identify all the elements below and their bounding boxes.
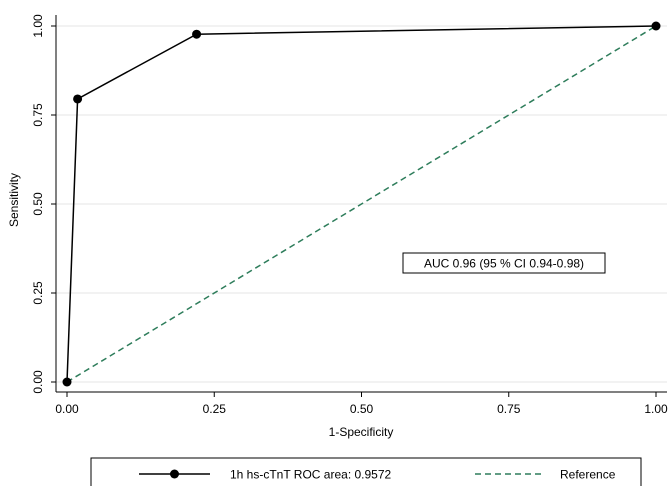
roc-point-3 (651, 21, 661, 31)
roc-point-1 (73, 94, 83, 104)
y-tick-label-0: 0.00 (31, 370, 45, 394)
x-tick-label-3: 0.75 (497, 402, 521, 416)
legend-label-reference: Reference (560, 468, 616, 482)
roc-point-0 (62, 377, 72, 387)
legend-key-roc-marker (170, 469, 179, 479)
x-tick-label-0: 0.00 (55, 402, 79, 416)
y-tick-label-2: 0.50 (31, 192, 45, 216)
x-tick-label-4: 1.00 (644, 402, 668, 416)
y-tick-label-4: 1.00 (31, 14, 45, 38)
x-ticks: 0.00 0.25 0.50 0.75 1.00 (55, 392, 668, 416)
series-line-roc (66, 25, 657, 383)
legend: 1h hs-cTnT ROC area: 0.9572 Reference (90, 457, 642, 486)
auc-annotation-box (402, 252, 606, 274)
y-tick-label-3: 0.75 (31, 103, 45, 127)
legend-box (90, 457, 642, 486)
series-layer (62, 21, 661, 387)
roc-point-2 (192, 29, 202, 39)
y-axis-label: Sensitivity (7, 173, 21, 227)
y-tick-label-1: 0.25 (31, 281, 45, 305)
y-ticks: 0.00 0.25 0.50 0.75 1.00 (31, 14, 56, 394)
auc-annotation: AUC 0.96 (95 % CI 0.94-0.98) (402, 252, 606, 274)
x-tick-label-1: 0.25 (203, 402, 227, 416)
x-axis-label: 1-Specificity (329, 425, 394, 439)
x-tick-label-2: 0.50 (350, 402, 374, 416)
auc-annotation-text: AUC 0.96 (95 % CI 0.94-0.98) (424, 257, 584, 271)
series-line-reference (66, 25, 657, 383)
legend-label-roc: 1h hs-cTnT ROC area: 0.9572 (230, 468, 392, 482)
